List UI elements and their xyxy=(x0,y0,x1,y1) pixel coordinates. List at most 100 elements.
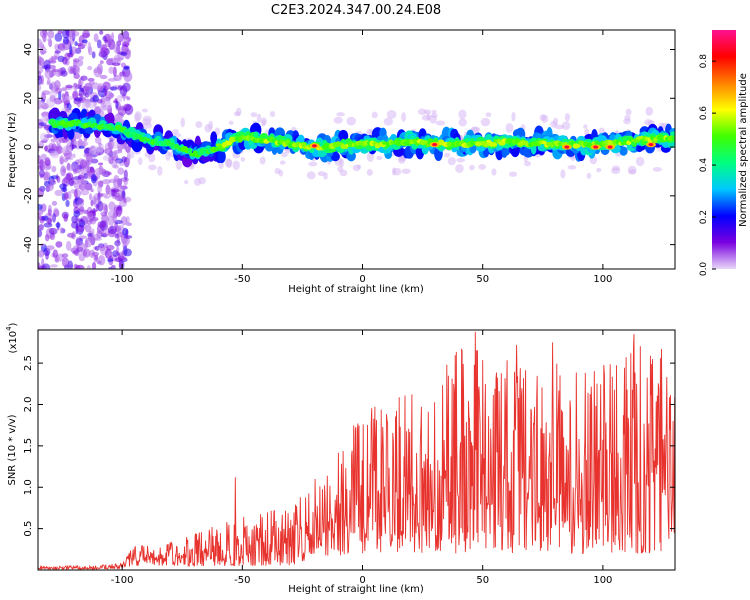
spectrogram-speckle xyxy=(281,152,288,158)
spectrogram-speckle xyxy=(119,85,128,97)
spectrogram-speckle xyxy=(105,97,110,107)
spectrogram-speckle xyxy=(44,145,48,151)
spectrogram-speckle xyxy=(306,171,316,180)
spectrogram-speckle xyxy=(55,241,63,248)
spectrogram-speckle xyxy=(652,167,662,172)
spectrogram-speckle xyxy=(61,93,66,100)
spectrogram-speckle xyxy=(645,106,653,116)
spectrogram-speckle xyxy=(308,161,318,167)
x-tick-label: 50 xyxy=(476,575,489,586)
spectrogram-speckle xyxy=(333,116,343,124)
spectrogram-speckle xyxy=(278,169,284,177)
spectrogram-speckle xyxy=(38,169,45,178)
snr-x-ticks: -100 -50 0 50 100 xyxy=(111,330,612,586)
spectrogram-cell xyxy=(137,134,143,139)
spectrogram-speckle xyxy=(68,30,76,40)
spectrogram-speckle xyxy=(75,223,79,235)
spectrogram-speckle xyxy=(83,84,92,95)
spectrogram-speckle xyxy=(511,111,516,122)
spectrogram-y-ticks: -40 -20 0 20 40 xyxy=(23,43,675,253)
spectrogram-ylabel: Frequency (Hz) xyxy=(7,112,18,188)
spectrogram-speckle xyxy=(80,75,88,81)
spectrogram-speckle xyxy=(117,32,124,43)
spectrogram-speckle xyxy=(97,221,106,228)
spectrogram-speckle xyxy=(96,63,103,75)
spectrogram-speckle xyxy=(99,30,104,35)
spectrogram-speckle xyxy=(250,112,258,118)
spectrogram-speckle xyxy=(383,117,393,126)
spectrogram-cell xyxy=(482,142,490,148)
spectrogram-speckle xyxy=(142,122,153,129)
snr-ylabel: SNR (10 * v/v) xyxy=(7,414,18,485)
spectrogram-speckle xyxy=(74,97,84,102)
svg-text:(x104): (x104) xyxy=(5,322,19,353)
spectrogram-speckle xyxy=(99,105,104,110)
spectrogram-speckle xyxy=(78,178,87,189)
y-tick-label: -20 xyxy=(23,188,34,204)
spectrogram-speckle xyxy=(458,109,467,120)
spectrogram-speckle xyxy=(552,117,559,126)
spectrogram-speckle xyxy=(54,43,60,51)
spectrogram-speckle xyxy=(458,118,467,127)
spectrogram-speckle xyxy=(429,115,437,124)
spectrogram-speckle xyxy=(567,165,577,170)
x-tick-label: -100 xyxy=(111,575,134,586)
spectrogram-speckle xyxy=(65,84,74,89)
spectrogram-speckle xyxy=(98,143,105,153)
spectrogram-speckle xyxy=(134,112,141,123)
spectrogram-speckle xyxy=(42,165,51,171)
spectrogram-speckle xyxy=(232,160,240,170)
colorbar-ticks: 0.0 0.2 0.4 0.6 0.8 xyxy=(699,54,716,276)
spectrogram-speckle xyxy=(366,152,375,162)
spectrogram-speckle xyxy=(107,215,115,226)
spectrogram-speckle xyxy=(586,172,592,179)
spectrogram-speckle xyxy=(38,250,45,258)
spectrogram-speckle xyxy=(114,195,124,202)
spectrogram-speckle xyxy=(54,256,59,263)
spectrogram-speckle xyxy=(47,217,52,225)
spectrogram-speckle xyxy=(86,265,92,269)
spectrogram-speckle xyxy=(38,188,45,198)
spectrogram-speckle xyxy=(444,152,451,158)
spectrogram-speckle xyxy=(93,68,98,74)
spectrogram-cell xyxy=(106,112,115,127)
spectrogram-speckle xyxy=(89,209,98,213)
spectrogram-speckle xyxy=(175,159,182,170)
spectrogram-speckle xyxy=(65,199,70,208)
y-tick-label: 0.5 xyxy=(23,521,34,537)
spectrogram-speckle xyxy=(62,36,70,45)
spectrogram-peak-core xyxy=(648,143,654,147)
spectrogram-speckle xyxy=(39,46,47,54)
spectrogram-speckle xyxy=(76,163,80,173)
spectrogram-speckle xyxy=(317,171,326,177)
spectrogram-speckle xyxy=(165,151,171,161)
spectrogram-speckle xyxy=(478,164,486,170)
spectrogram-peak-core xyxy=(311,144,317,148)
spectrogram-speckle xyxy=(78,93,83,97)
spectrogram-speckle xyxy=(208,120,214,130)
spectrogram-speckle xyxy=(260,117,268,126)
spectrogram-speckle xyxy=(240,157,246,162)
spectrogram-speckle xyxy=(58,137,67,143)
snr-frame xyxy=(37,329,676,571)
spectrogram-speckle xyxy=(611,167,621,175)
spectrogram-speckle xyxy=(91,261,97,269)
spectrogram-speckle xyxy=(233,111,241,117)
spectrogram-speckle xyxy=(644,119,653,126)
spectrogram-speckle xyxy=(256,113,262,124)
x-tick-label: -50 xyxy=(234,274,250,285)
spectrogram-speckle xyxy=(480,117,491,127)
spectrogram-cell xyxy=(670,131,675,137)
spectrogram-speckle xyxy=(123,197,127,204)
spectrogram-speckle xyxy=(554,124,565,130)
spectrogram-cell xyxy=(300,142,307,147)
snr-line xyxy=(38,331,675,570)
spectrogram-speckle xyxy=(596,167,602,173)
spectrogram-speckle xyxy=(96,39,102,49)
snr-series xyxy=(38,331,675,570)
spectrogram-speckle xyxy=(75,237,81,248)
spectrogram-speckle xyxy=(94,254,99,261)
spectrogram-speckle xyxy=(50,151,60,159)
spectrogram-speckle xyxy=(129,151,135,159)
